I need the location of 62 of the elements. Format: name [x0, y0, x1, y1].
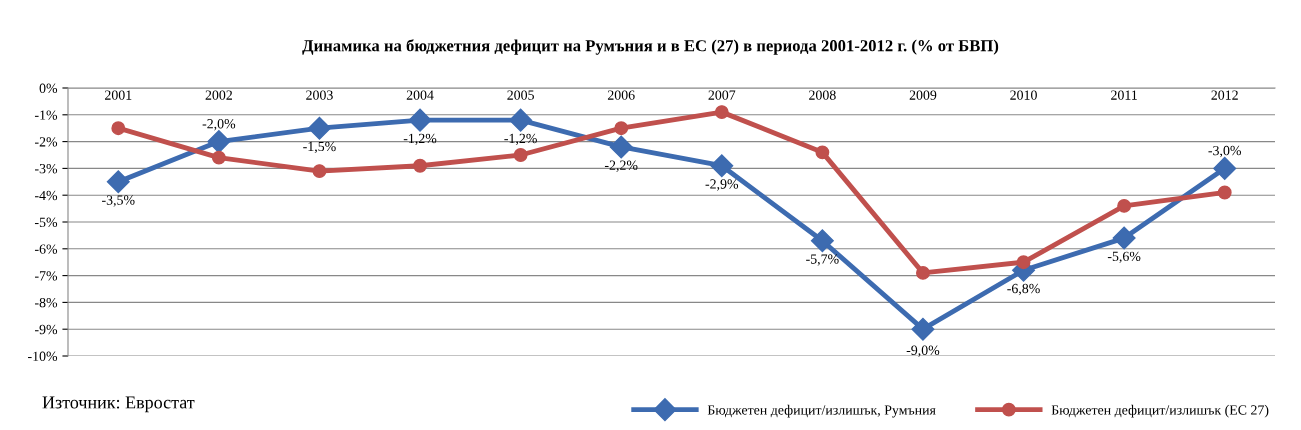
- data-label: -3,0%: [1208, 145, 1242, 158]
- x-tick-label: 2008: [809, 90, 836, 100]
- point: [1112, 226, 1136, 250]
- x-tick-label: 2009: [909, 90, 937, 100]
- legend-label: Бюджетен дефицит/излишък (ЕС 27): [1051, 404, 1269, 418]
- y-tick-label: -5%: [34, 217, 58, 227]
- point: [509, 108, 533, 132]
- data-label: -1,2%: [504, 133, 537, 146]
- point: [211, 150, 226, 165]
- x-tick-label: 2007: [708, 90, 736, 100]
- point: [413, 158, 427, 173]
- y-tick-label: -10%: [28, 351, 58, 361]
- data-label: -1,5%: [303, 141, 336, 154]
- data-label: -1,2%: [403, 133, 437, 146]
- point: [106, 170, 130, 194]
- point: [207, 130, 231, 154]
- point: [513, 148, 528, 162]
- x-tick-label: 2004: [406, 90, 434, 100]
- point: [710, 154, 734, 178]
- text: Източник: Евростат: [42, 396, 195, 413]
- y-tick-label: -3%: [34, 163, 58, 174]
- y-tick-label: -6%: [34, 244, 58, 254]
- y-tick-label: -9%: [34, 324, 58, 335]
- data-label: -5,6%: [1107, 251, 1141, 263]
- point: [312, 164, 327, 179]
- y-tick-label: -8%: [34, 297, 58, 308]
- point: [916, 265, 930, 280]
- x-tick-label: 2001: [105, 90, 132, 100]
- point: [810, 229, 834, 253]
- data-label: -9,0%: [906, 345, 940, 357]
- legend-label: Бюджетен дефицит/излишък, Румъния: [707, 404, 936, 418]
- point: [609, 135, 633, 159]
- data-label: -3,5%: [102, 195, 135, 207]
- y-tick-label: 0%: [39, 83, 58, 93]
- y-tick-label: -2%: [34, 137, 58, 147]
- x-tick-label: 2010: [1010, 90, 1037, 100]
- point: [307, 116, 331, 140]
- point: [408, 108, 432, 132]
- x-tick-label: 2006: [607, 90, 635, 100]
- y-tick-label: -4%: [34, 190, 58, 201]
- point: [1016, 255, 1031, 270]
- point: [714, 105, 729, 120]
- point: [815, 145, 830, 160]
- x-tick-label: 2003: [306, 90, 333, 100]
- point: [1213, 156, 1237, 180]
- point: [111, 121, 126, 136]
- point: [1117, 198, 1132, 213]
- point: [1217, 185, 1232, 200]
- x-tick-label: 2011: [1111, 90, 1137, 100]
- point: [911, 317, 935, 341]
- data-label: -2,2%: [604, 160, 638, 172]
- point: [614, 121, 629, 136]
- y-tick-label: -1%: [34, 110, 58, 120]
- data-label: -2,0%: [202, 119, 236, 131]
- x-tick-label: 2002: [205, 90, 232, 100]
- x-tick-label: 2005: [507, 90, 534, 100]
- data-label: -5,7%: [806, 254, 839, 266]
- data-label: -2,9%: [705, 179, 739, 191]
- chart-title: Динамика на бюджетния дефицит на Румъния и в ЕС (27) в периода 2001-2012 г. (% от БВП): [302, 39, 999, 55]
- data-label: -6,8%: [1007, 283, 1040, 296]
- y-tick-label: -7%: [34, 271, 58, 281]
- x-tick-label: 2012: [1211, 90, 1238, 100]
